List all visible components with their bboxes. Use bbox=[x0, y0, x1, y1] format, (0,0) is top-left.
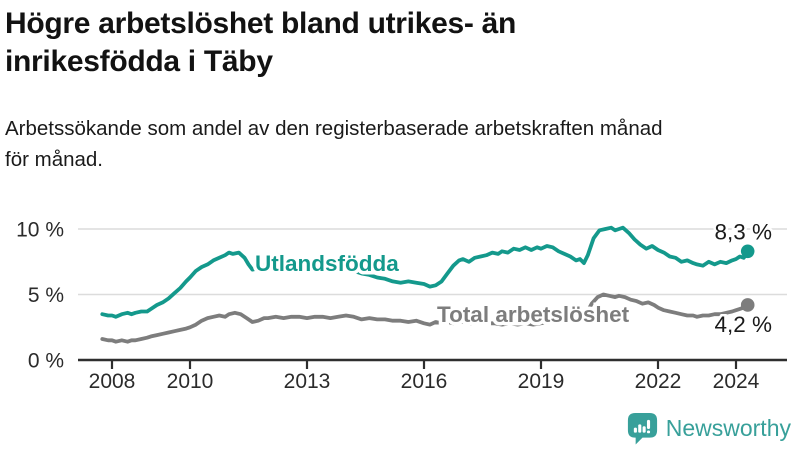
newsworthy-logo-icon bbox=[627, 413, 657, 445]
x-tick-label: 2022 bbox=[635, 370, 682, 393]
series-label-utlandsf-dda: Utlandsfödda bbox=[255, 251, 399, 276]
series-line-total-arbetsl-shet bbox=[100, 292, 750, 344]
newsworthy-logo: Newsworthy bbox=[627, 412, 791, 445]
end-dot-total-arbetsl-shet bbox=[740, 298, 755, 312]
series-line-utlandsf-dda bbox=[100, 225, 750, 319]
x-tick-label: 2010 bbox=[167, 370, 214, 393]
series-label-total-arbetsl-shet: Total arbetslöshet bbox=[437, 302, 630, 327]
line-chart-canvas: 0 % 5 % 10 % 2008 2010 2013 2016 2019 2022 2024 Ut… bbox=[16, 217, 787, 393]
x-tick-label: 2024 bbox=[713, 370, 760, 393]
title-line-1: Högre arbetslöshet bland utrikes- än bbox=[5, 7, 516, 40]
y-tick-label: 0 % bbox=[28, 350, 64, 373]
x-tick-label: 2008 bbox=[89, 370, 136, 393]
end-dot-utlandsf-dda bbox=[740, 244, 755, 259]
y-tick-label: 5 % bbox=[28, 284, 64, 307]
x-tick-label: 2019 bbox=[518, 370, 565, 393]
title-line-2: inrikesfödda i Täby bbox=[5, 45, 273, 78]
x-tick-label: 2013 bbox=[284, 370, 331, 393]
subtitle-line-1: Arbetssökande som andel av den registerb… bbox=[5, 117, 663, 140]
newsworthy-logo-text: Newsworthy bbox=[665, 415, 791, 441]
x-tick-label: 2016 bbox=[401, 370, 448, 393]
y-tick-label: 10 % bbox=[16, 219, 64, 242]
end-value-label-total-arbetsl-shet: 4,2 % bbox=[714, 312, 772, 337]
end-value-label-utlandsf-dda: 8,3 % bbox=[714, 219, 772, 244]
chart-title: Högre arbetslöshet bland utrikes- än inr… bbox=[5, 5, 685, 81]
chart-subtitle: Arbetssökande som andel av den registerb… bbox=[5, 113, 797, 175]
subtitle-line-2: för månad. bbox=[5, 148, 103, 171]
